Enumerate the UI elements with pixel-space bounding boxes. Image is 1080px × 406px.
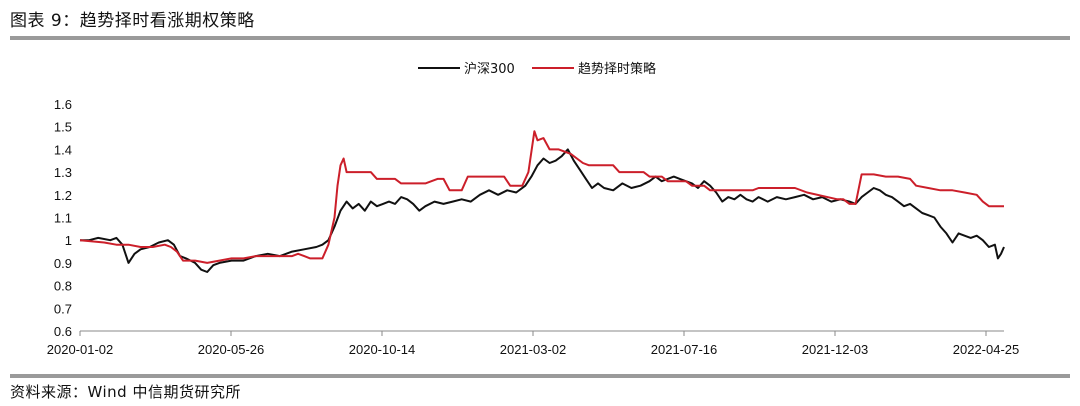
y-tick-label: 0.7 [54, 301, 72, 316]
chart-series [79, 130, 1005, 273]
series-line-hs300 [80, 148, 1005, 273]
x-tick-label: 2022-04-25 [953, 342, 1020, 357]
x-tick-label: 2020-10-14 [349, 342, 416, 357]
y-tick-label: 1.4 [54, 142, 72, 157]
chart-legend: 沪深300 趋势择时策略 [418, 61, 656, 77]
legend-label-hs300: 沪深300 [464, 61, 515, 77]
x-tick-label: 2021-03-02 [500, 342, 567, 357]
source-note: 资料来源：Wind 中信期货研究所 [10, 383, 241, 401]
y-tick-label: 1.3 [54, 165, 72, 180]
x-tick-label: 2020-05-26 [198, 342, 265, 357]
x-tick-label: 2021-07-16 [651, 342, 718, 357]
x-tick-label: 2021-12-03 [802, 342, 869, 357]
chart-axes: 0.6 0.7 0.8 0.9 1 1.1 1.2 1.3 1.4 1.5 1.6 2020-01-0… [47, 97, 1020, 357]
line-chart: 沪深300 趋势择时策略 0.6 0.7 0.8 0.9 1 1.1 1.2 1.3 1.4 1.… [47, 61, 1020, 357]
y-tick-label: 1.1 [54, 211, 72, 226]
y-tick-label: 0.8 [54, 279, 72, 294]
y-tick-label: 1.6 [54, 97, 72, 112]
y-tick-label: 0.9 [54, 256, 72, 271]
chart-title: 图表 9：趋势择时看涨期权策略 [10, 11, 255, 31]
y-tick-label: 1.5 [54, 120, 72, 135]
series-line-strategy [79, 130, 1004, 264]
top-divider [10, 36, 1070, 40]
y-tick-label: 1.2 [54, 188, 72, 203]
y-tick-label: 0.6 [54, 324, 72, 339]
legend-label-strategy: 趋势择时策略 [578, 61, 656, 77]
bottom-divider [10, 374, 1070, 378]
x-tick-label: 2020-01-02 [47, 342, 114, 357]
y-tick-label: 1 [65, 233, 72, 248]
